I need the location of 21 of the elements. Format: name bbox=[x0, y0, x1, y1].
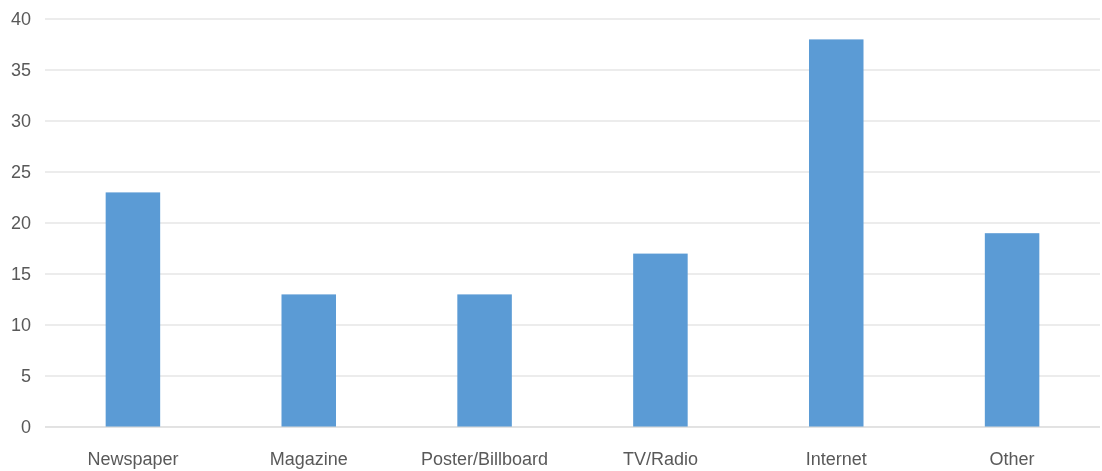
y-tick-label: 0 bbox=[20, 417, 31, 438]
y-tick-label: 35 bbox=[10, 60, 31, 81]
bar bbox=[809, 39, 864, 427]
x-tick-label: Other bbox=[989, 449, 1035, 469]
y-tick-label: 40 bbox=[10, 9, 31, 30]
x-tick-label: TV/Radio bbox=[622, 449, 698, 469]
x-tick-label: Magazine bbox=[269, 449, 348, 469]
y-tick-label: 20 bbox=[10, 213, 31, 234]
x-tick-label: Newspaper bbox=[87, 449, 179, 469]
y-tick-label: 25 bbox=[10, 162, 31, 183]
y-tick-label: 10 bbox=[10, 315, 31, 336]
bar bbox=[633, 253, 688, 427]
y-tick-label: 5 bbox=[20, 366, 31, 387]
x-tick-label: Internet bbox=[805, 449, 867, 469]
y-tick-label: 15 bbox=[10, 264, 31, 285]
bar bbox=[281, 294, 336, 427]
bar bbox=[105, 192, 161, 427]
x-tick-label: Poster/Billboard bbox=[421, 449, 549, 469]
bar bbox=[984, 233, 1040, 427]
y-tick-label: 30 bbox=[10, 111, 31, 132]
bar bbox=[457, 294, 512, 427]
